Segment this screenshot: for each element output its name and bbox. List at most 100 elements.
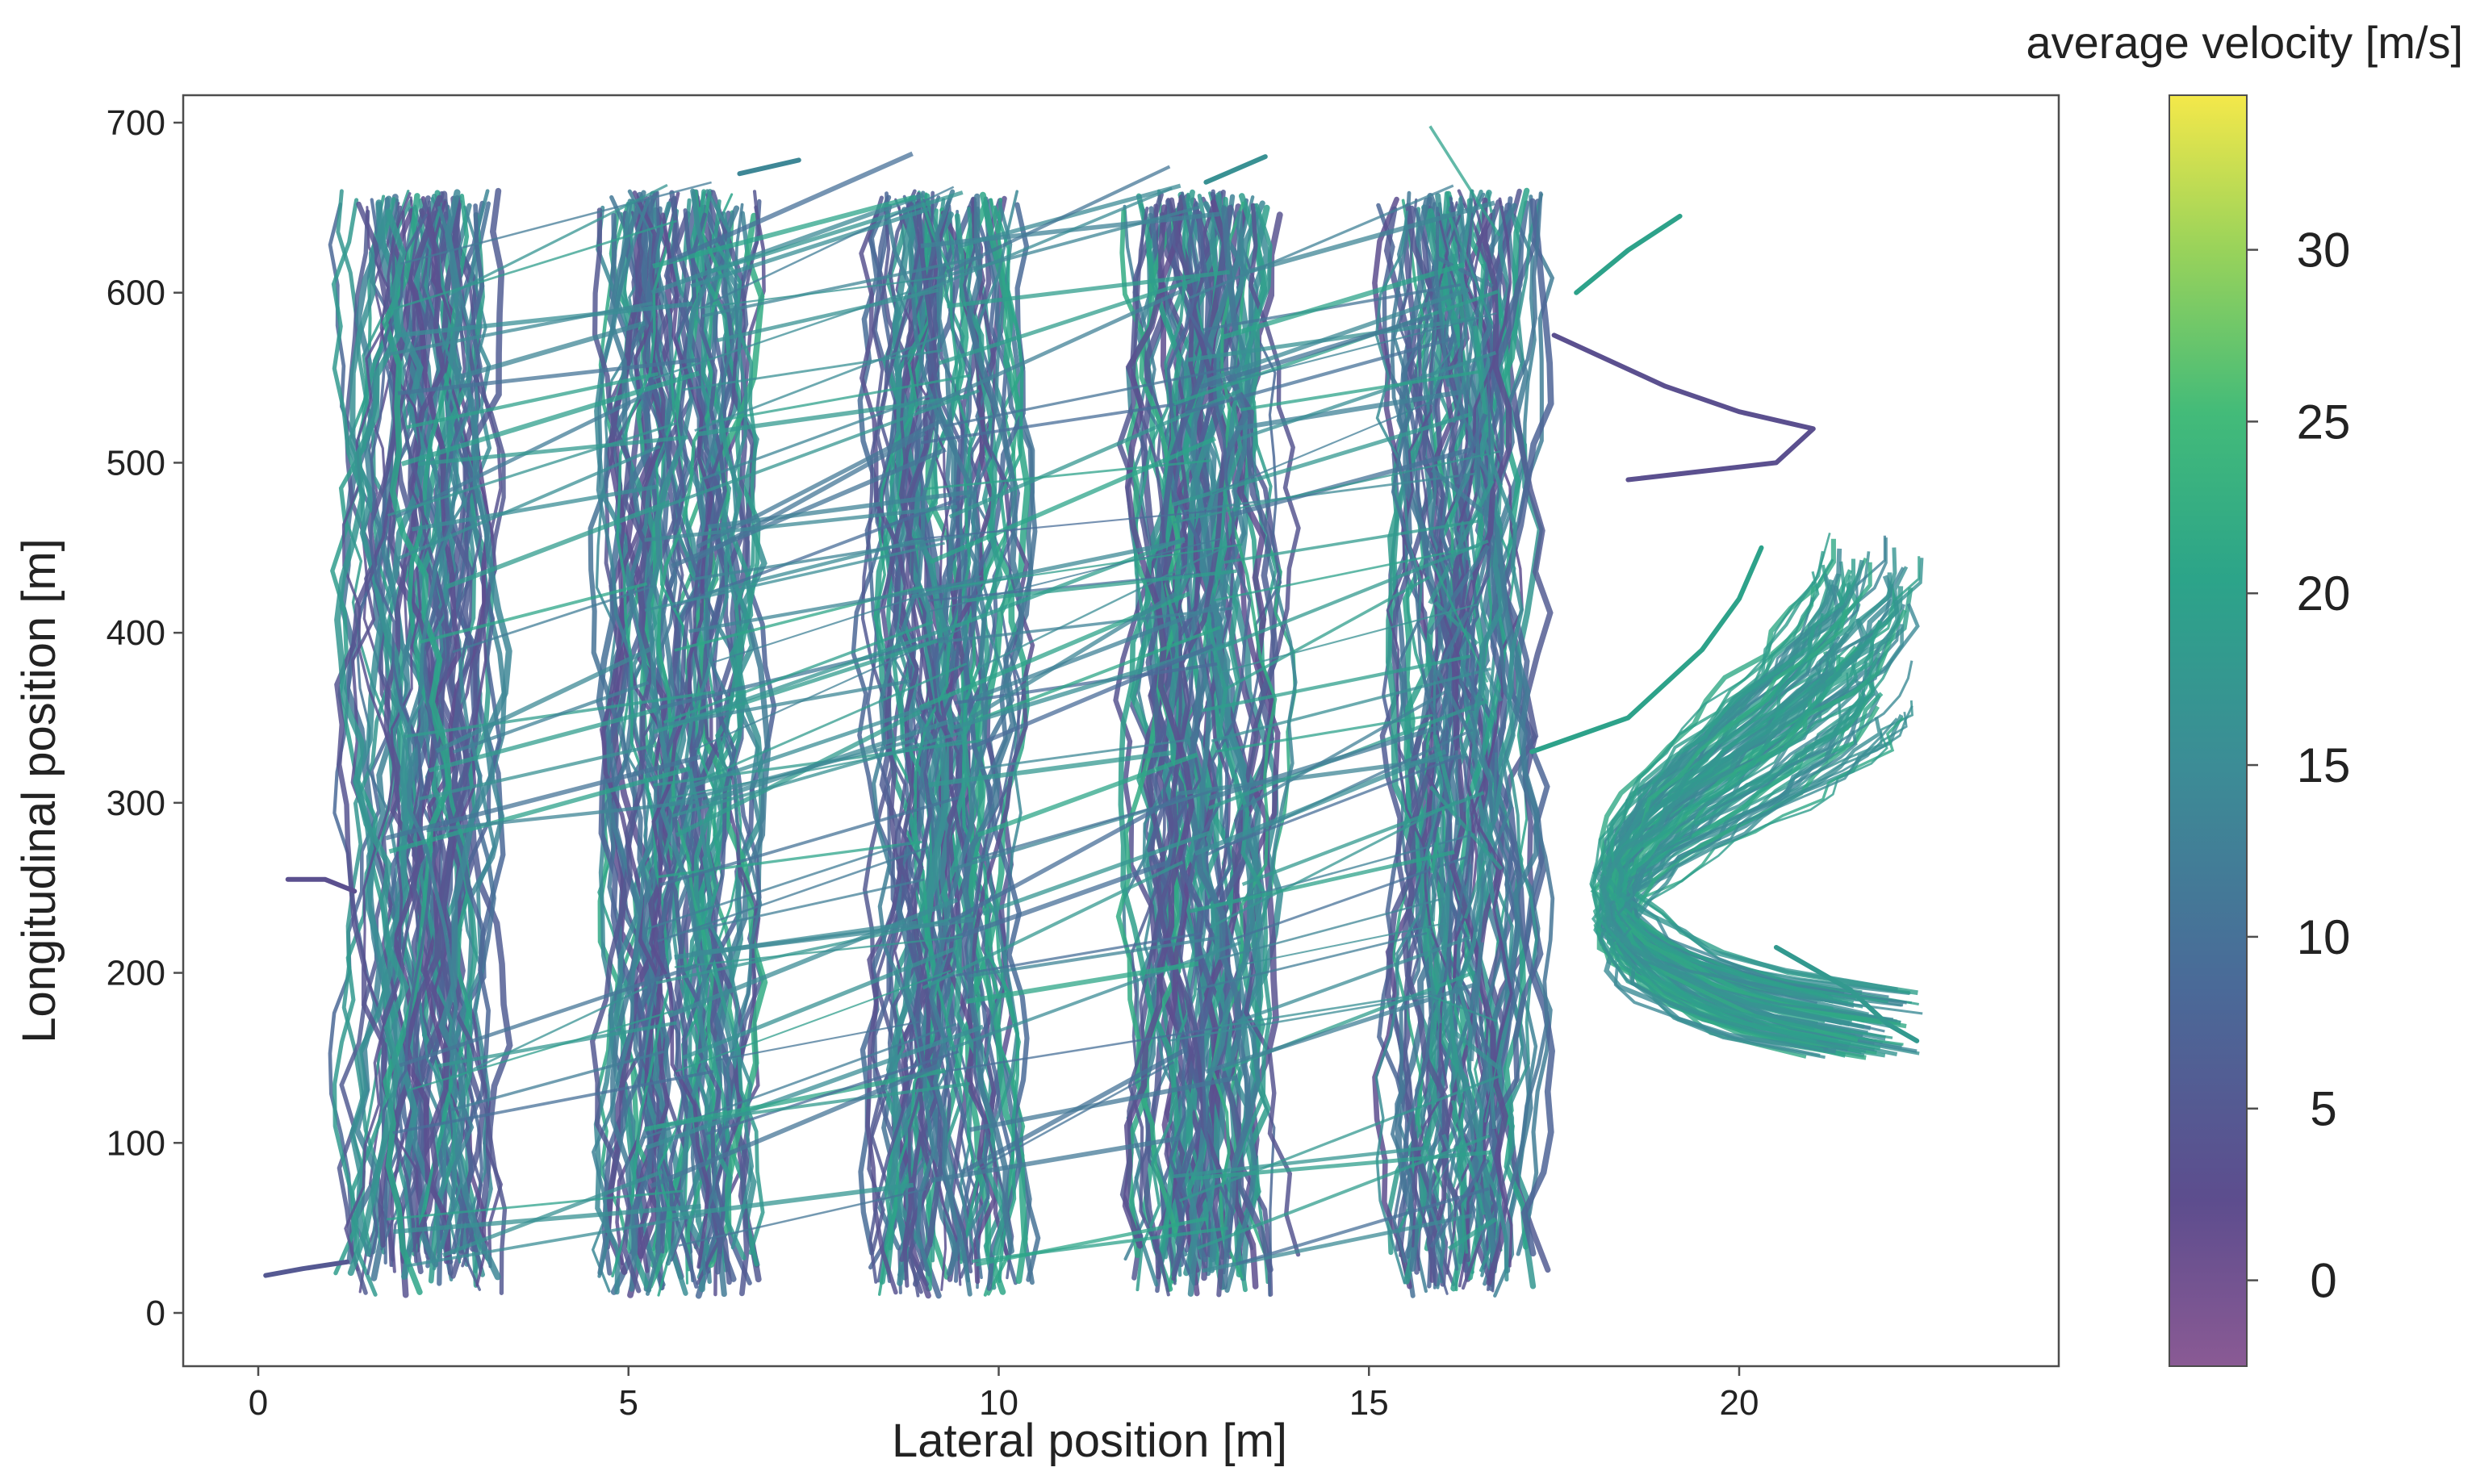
- trajectory-176: [967, 191, 1031, 1284]
- trajectory-61: [341, 192, 412, 1272]
- trajectory-476: [418, 743, 655, 801]
- trajectory-597: [1487, 372, 1491, 455]
- trajectory-375: [921, 400, 1191, 445]
- trajectory-382: [1497, 483, 1503, 515]
- trajectory-336: [1490, 191, 1555, 1274]
- trajectory-486: [652, 194, 917, 269]
- y-tick-label: 600: [107, 274, 165, 313]
- trajectory-576: [704, 186, 955, 307]
- trajectory-574: [650, 1064, 939, 1189]
- trajectory-391: [705, 663, 968, 779]
- trajectory-493: [1229, 447, 1471, 518]
- plot-frame: [182, 94, 2060, 1368]
- colorbar-ticks: 0 5 10 15 20 25 30: [2247, 224, 2350, 1308]
- trajectory-580: [441, 1169, 663, 1257]
- trajectory-388: [1189, 184, 1454, 299]
- trajectory-593: [931, 1135, 1180, 1183]
- trajectory-702: [263, 1259, 350, 1278]
- trajectory-694: [1600, 558, 1856, 1005]
- trajectory-469: [1434, 505, 1453, 572]
- trajectory-364: [1184, 337, 1453, 415]
- trajectory-460: [710, 190, 964, 274]
- trajectory-451: [1432, 350, 1478, 447]
- trajectory-481: [1451, 526, 1470, 561]
- trajectory-563: [386, 1189, 684, 1221]
- trajectory-472: [450, 1050, 664, 1112]
- trajectory-383: [1169, 993, 1437, 1042]
- trajectory-389: [976, 546, 1224, 670]
- x-tick-label: 20: [1720, 1383, 1759, 1423]
- trajectory-cloud: [263, 125, 1924, 1299]
- colorbar-tick-label: 5: [2310, 1082, 2336, 1136]
- trajectory-559: [978, 738, 1191, 770]
- trajectory-537: [1173, 1145, 1430, 1179]
- trajectory-129: [591, 198, 659, 1278]
- trajectory-541: [1178, 1074, 1503, 1202]
- trajectory-547: [1194, 749, 1447, 856]
- trajectory-27: [336, 189, 398, 1255]
- trajectory-532: [1190, 1150, 1491, 1181]
- trajectory-575: [1470, 635, 1488, 758]
- trajectory-570: [445, 500, 671, 590]
- trajectory-699: [1600, 632, 1851, 1026]
- trajectory-489: [1454, 750, 1459, 826]
- x-tick-label: 15: [1349, 1383, 1389, 1423]
- trajectory-487: [1223, 575, 1431, 692]
- x-axis: 0 5 10 15 20: [249, 1366, 1759, 1423]
- trajectory-422: [1428, 785, 1504, 871]
- trajectory-429: [923, 459, 1211, 491]
- trajectory-696: [1604, 558, 1834, 998]
- trajectory-573: [437, 1021, 677, 1068]
- trajectory-457: [1242, 200, 1495, 276]
- trajectory-474: [1476, 263, 1486, 360]
- trajectory-603: [922, 860, 1184, 990]
- trajectory-393: [395, 301, 693, 338]
- trajectory-490: [1487, 1061, 1496, 1130]
- trajectory-258: [1115, 209, 1183, 1293]
- trajectory-407: [1462, 756, 1469, 812]
- trajectory-494: [387, 219, 677, 312]
- trajectory-571: [1432, 260, 1450, 387]
- trajectory-488: [399, 964, 698, 1068]
- trajectory-583: [671, 730, 964, 818]
- trajectory-599: [947, 793, 1183, 925]
- trajectory-483: [688, 878, 925, 934]
- trajectory-202: [961, 193, 1025, 1254]
- trajectory-522: [945, 165, 1171, 274]
- trajectory-506: [1428, 649, 1453, 745]
- trajectory-550: [696, 418, 944, 549]
- trajectory-421: [1205, 982, 1477, 1074]
- x-tick-label: 10: [979, 1383, 1018, 1423]
- trajectory-499: [387, 422, 677, 517]
- trajectory-554: [452, 585, 654, 654]
- trajectory-462: [965, 960, 1199, 1004]
- trajectory-605: [1241, 791, 1485, 887]
- trajectory-504: [1450, 1100, 1486, 1215]
- trajectory-450: [1431, 265, 1436, 293]
- trajectory-517: [1220, 603, 1478, 673]
- trajectory-601: [1240, 370, 1480, 412]
- trajectory-542: [964, 569, 1237, 603]
- trajectory-546: [675, 622, 960, 726]
- trajectory-514: [406, 372, 659, 429]
- trajectory-390: [392, 1069, 714, 1135]
- trajectory-408: [454, 320, 646, 381]
- trajectory-398: [1196, 930, 1433, 991]
- trajectory-518: [1202, 283, 1462, 332]
- colorbar-title: average velocity [m/s]: [2026, 17, 2463, 68]
- trajectory-272: [1211, 201, 1278, 1280]
- trajectory-377: [398, 445, 661, 560]
- trajectory-515: [419, 582, 648, 644]
- trajectory-561: [657, 1081, 970, 1128]
- trajectory-464: [971, 592, 1177, 720]
- trajectory-135: [668, 212, 737, 1289]
- trajectory-516: [1239, 350, 1497, 441]
- trajectory-686: [1611, 717, 1882, 1051]
- trajectory-365: [411, 484, 659, 532]
- y-tick-label: 100: [107, 1123, 165, 1163]
- trajectory-362: [650, 192, 925, 295]
- trajectory-567: [692, 431, 926, 562]
- trajectory-524: [982, 830, 1211, 916]
- colorbar: 0 5 10 15 20 25 30 average velocity [m/s]: [2026, 17, 2463, 1367]
